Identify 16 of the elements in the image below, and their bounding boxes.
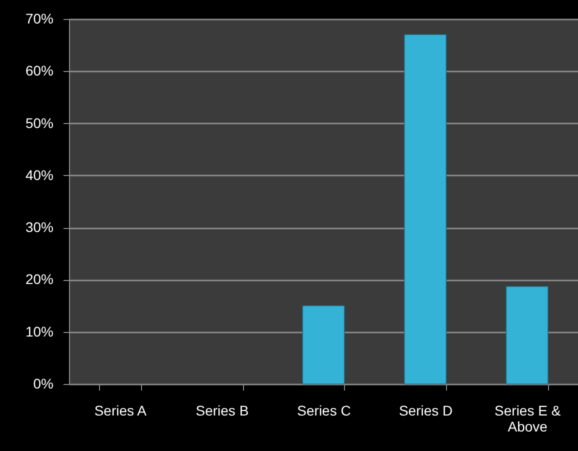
y-tick-label: 30% bbox=[25, 219, 54, 236]
x-tick-label: Series C bbox=[297, 402, 351, 418]
x-tick-label: Series E & Above bbox=[494, 402, 562, 434]
y-tick-label: 50% bbox=[25, 114, 54, 131]
x-tick-label: Series D bbox=[398, 402, 453, 418]
x-tick-label: Series A bbox=[94, 402, 148, 418]
bar bbox=[506, 286, 548, 384]
x-tick-label: Series B bbox=[196, 402, 249, 418]
y-tick-label: 20% bbox=[25, 271, 54, 288]
y-tick-label: 60% bbox=[25, 62, 54, 79]
y-tick-label: 70% bbox=[25, 10, 54, 26]
y-tick-label: 0% bbox=[33, 376, 54, 392]
bar bbox=[404, 34, 447, 384]
y-tick-label: 10% bbox=[25, 323, 54, 340]
bar bbox=[302, 305, 345, 384]
y-tick-label: 40% bbox=[25, 166, 54, 183]
